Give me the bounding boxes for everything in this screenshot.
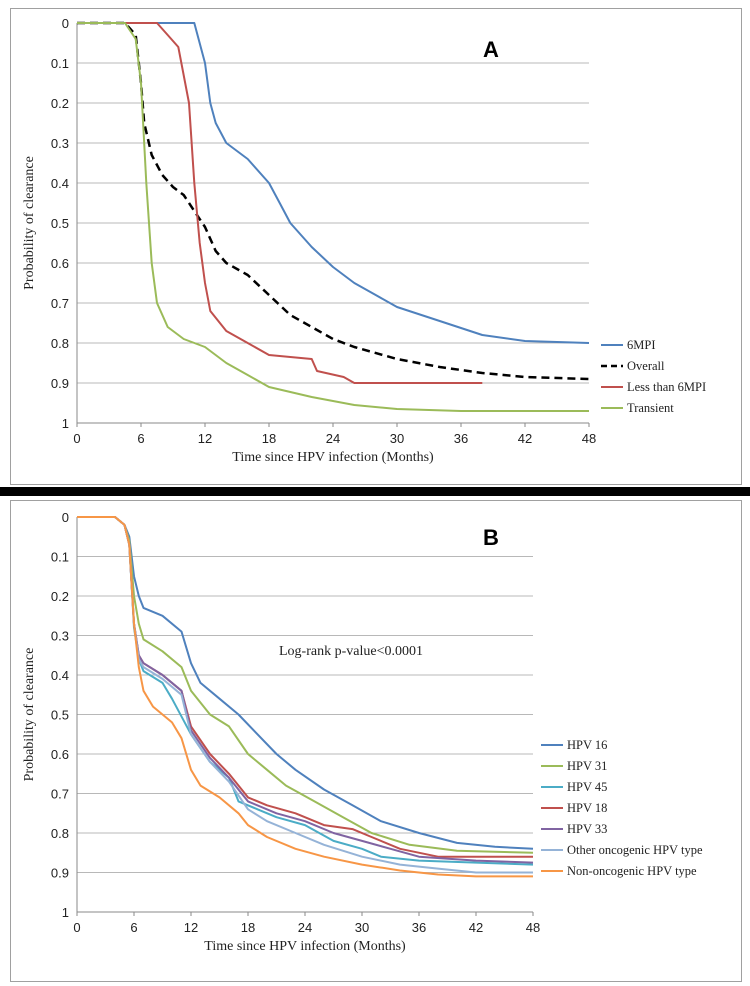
y-tick-label: 0.4: [51, 668, 69, 683]
series-line-less-than-6mpi: [77, 22, 483, 384]
legend-label: Non-oncogenic HPV type: [567, 864, 697, 878]
x-tick-label: 18: [241, 920, 255, 935]
y-tick-label: 0.5: [51, 216, 69, 231]
y-tick-label: 0.8: [51, 826, 69, 841]
legend-label: Other oncogenic HPV type: [567, 843, 703, 857]
series-line-overall: [77, 21, 590, 381]
x-tick-label: 0: [73, 431, 80, 446]
y-tick-label: 0.4: [51, 176, 69, 191]
legend-label: HPV 33: [567, 822, 607, 836]
series-line-6mpi: [77, 22, 590, 344]
chart-panel-a: 0 0.1 0.2 0.3 0.4 0.5 0.6 0.7 0.8 0.9 1 0 6 12 18 24 30 3…: [10, 8, 742, 485]
panel-label-a: A: [483, 37, 499, 62]
y-tick-label: 0.9: [51, 866, 69, 881]
x-tick-label: 48: [526, 920, 540, 935]
x-tick-label: 6: [137, 431, 144, 446]
x-tick-label: 24: [298, 920, 312, 935]
series-line-hpv-33: [77, 516, 534, 864]
series-line-hpv-18: [77, 516, 533, 858]
y-tick-label: 0.2: [51, 589, 69, 604]
y-tick-label: 0.7: [51, 296, 69, 311]
x-tick-label: 24: [326, 431, 340, 446]
x-tick-label: 30: [355, 920, 369, 935]
series-line-hpv-16: [77, 516, 534, 850]
y-tick-label: 0.9: [51, 376, 69, 391]
x-axis-title: Time since HPV infection (Months): [204, 939, 406, 954]
y-tick-label: 0.3: [51, 629, 69, 644]
y-tick-label: 1: [62, 905, 69, 920]
y-tick-label: 1: [62, 416, 69, 431]
y-tick-label: 0.7: [51, 787, 69, 802]
y-tick-label: 0.2: [51, 96, 69, 111]
panel-divider: [0, 487, 750, 496]
y-tick-label: 0.3: [51, 136, 69, 151]
x-tick-label: 36: [412, 920, 426, 935]
chart-a-svg: 00.10.20.30.40.50.60.70.80.910 6 12 18 24 30 3…: [22, 16, 706, 465]
x-tick-label: 42: [469, 920, 483, 935]
legend-label: HPV 45: [567, 780, 607, 794]
x-tick-label: 6: [130, 920, 137, 935]
y-tick-label: 0: [62, 16, 69, 31]
x-tick-label: 12: [198, 431, 212, 446]
x-axis-title: Time since HPV infection (Months): [232, 450, 434, 465]
legend-label: Transient: [627, 401, 674, 415]
x-tick-label: 0: [73, 920, 80, 935]
chart-panel-b: 0 0.1 0.2 0.3 0.4 0.5 0.6 0.7 0.8 0.9 1 0 6 12 18 24 30 3…: [10, 500, 742, 982]
legend-label: HPV 31: [567, 759, 607, 773]
x-tick-label: 48: [582, 431, 596, 446]
legend-label: HPV 18: [567, 801, 607, 815]
x-tick-label: 36: [454, 431, 468, 446]
y-tick-label: 0.1: [51, 56, 69, 71]
x-tick-label: 18: [262, 431, 276, 446]
y-tick-label: 0: [62, 510, 69, 525]
y-tick-label: 0.8: [51, 336, 69, 351]
legend-label: 6MPI: [627, 338, 655, 352]
y-tick-label: 0.1: [51, 550, 69, 565]
log-rank-annotation: Log-rank p-value<0.0001: [279, 644, 423, 659]
panel-label-b: B: [483, 525, 499, 550]
y-tick-label: 0.6: [51, 256, 69, 271]
legend-label: Less than 6MPI: [627, 380, 706, 394]
series-line-non-oncogenic-hpv-type: [77, 516, 533, 878]
legend-label: HPV 16: [567, 738, 607, 752]
x-tick-label: 42: [518, 431, 532, 446]
y-axis-title: Probability of clearance: [22, 648, 37, 782]
x-tick-label: 12: [184, 920, 198, 935]
y-tick-label: 0.6: [51, 747, 69, 762]
series-line-transient: [77, 22, 589, 412]
y-axis-title: Probability of clearance: [22, 156, 37, 290]
series-line-hpv-45: [77, 516, 534, 866]
series-line-hpv-31: [77, 516, 534, 854]
legend-label: Overall: [627, 359, 665, 373]
chart-b-svg: 00.10.20.30.40.50.60.70.80.910 6 12 18 24 30 3…: [22, 510, 703, 954]
x-tick-label: 30: [390, 431, 404, 446]
y-tick-label: 0.5: [51, 708, 69, 723]
